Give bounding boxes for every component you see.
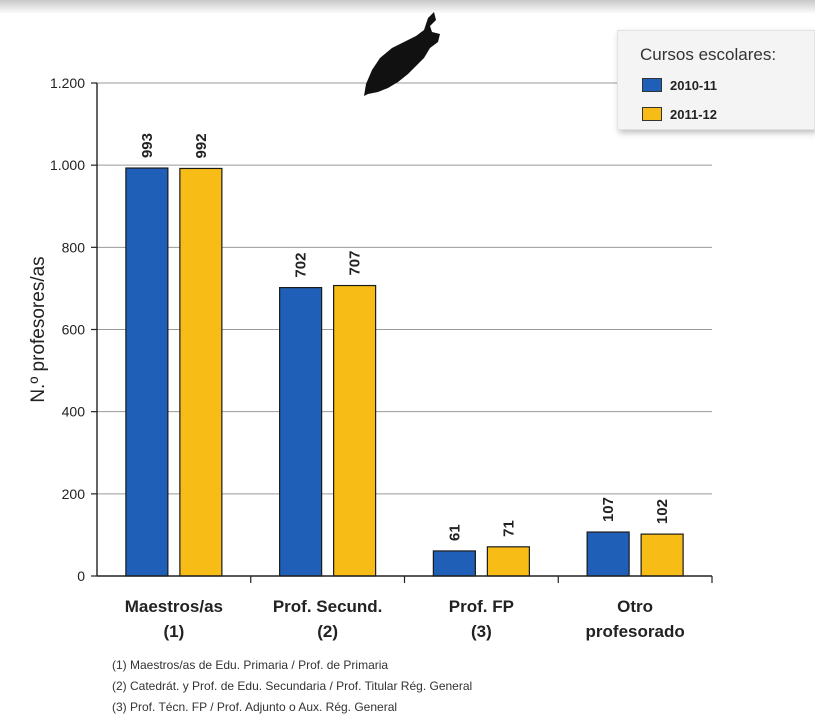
axes [91, 82, 713, 583]
legend-swatch [642, 78, 662, 92]
y-tick-label: 600 [62, 322, 86, 338]
x-tick-label: Otro [617, 597, 653, 616]
legend-title: Cursos escolares: [640, 45, 777, 64]
y-tick-label: 1.000 [50, 157, 85, 173]
legend: Cursos escolares: 2010-11 2011-12 [617, 30, 815, 130]
data-label: 707 [347, 251, 364, 276]
x-tick-label: Maestros/as [125, 597, 223, 616]
bar [486, 546, 530, 577]
legend-label: 2011-12 [670, 106, 717, 122]
y-tick-label: 400 [62, 404, 86, 420]
bar [640, 533, 684, 577]
top-shadow [0, 0, 815, 14]
y-tick-label: 800 [62, 239, 86, 255]
labels: 0 200 400 600 800 1.000 1.200 N.º profesores/as… [28, 75, 685, 641]
bar [179, 167, 223, 577]
x-tick-label: Prof. FP [449, 597, 514, 616]
legend-item-2011-12: 2011-12 [642, 106, 717, 122]
y-tick-label: 200 [62, 486, 86, 502]
island-silhouette-icon [364, 12, 440, 96]
y-tick-label: 1.200 [50, 75, 85, 91]
legend-swatch [642, 107, 662, 121]
data-label: 107 [600, 497, 617, 522]
bar [125, 167, 169, 577]
y-axis-label: N.º profesores/as [28, 256, 49, 402]
bars [125, 167, 684, 577]
x-tick-label: (3) [471, 622, 492, 641]
footnote-1: (1) Maestros/as de Edu. Primaria / Prof.… [112, 658, 389, 672]
data-label: 992 [193, 133, 210, 158]
data-label: 702 [293, 253, 310, 278]
data-label: 61 [446, 524, 463, 541]
legend-item-2010-11: 2010-11 [642, 77, 717, 93]
data-label: 71 [500, 520, 517, 537]
y-tick-label: 0 [77, 568, 85, 584]
x-tick-label: (2) [317, 622, 338, 641]
gridlines [97, 82, 712, 495]
bar [333, 284, 377, 577]
footnote-3: (3) Prof. Técn. FP / Prof. Adjunto o Aux… [112, 700, 398, 714]
legend-label: 2010-11 [670, 77, 717, 93]
footnote-2: (2) Catedrát. y Prof. de Edu. Secundaria… [112, 679, 473, 693]
data-label: 102 [654, 499, 671, 524]
x-tick-label: Prof. Secund. [273, 597, 383, 616]
bar [279, 286, 323, 577]
data-label: 993 [139, 133, 156, 158]
x-tick-label: profesorado [586, 622, 685, 641]
bar [432, 550, 476, 577]
bar [586, 531, 630, 577]
footnotes: (1) Maestros/as de Edu. Primaria / Prof.… [112, 655, 472, 718]
x-tick-label: (1) [163, 622, 184, 641]
